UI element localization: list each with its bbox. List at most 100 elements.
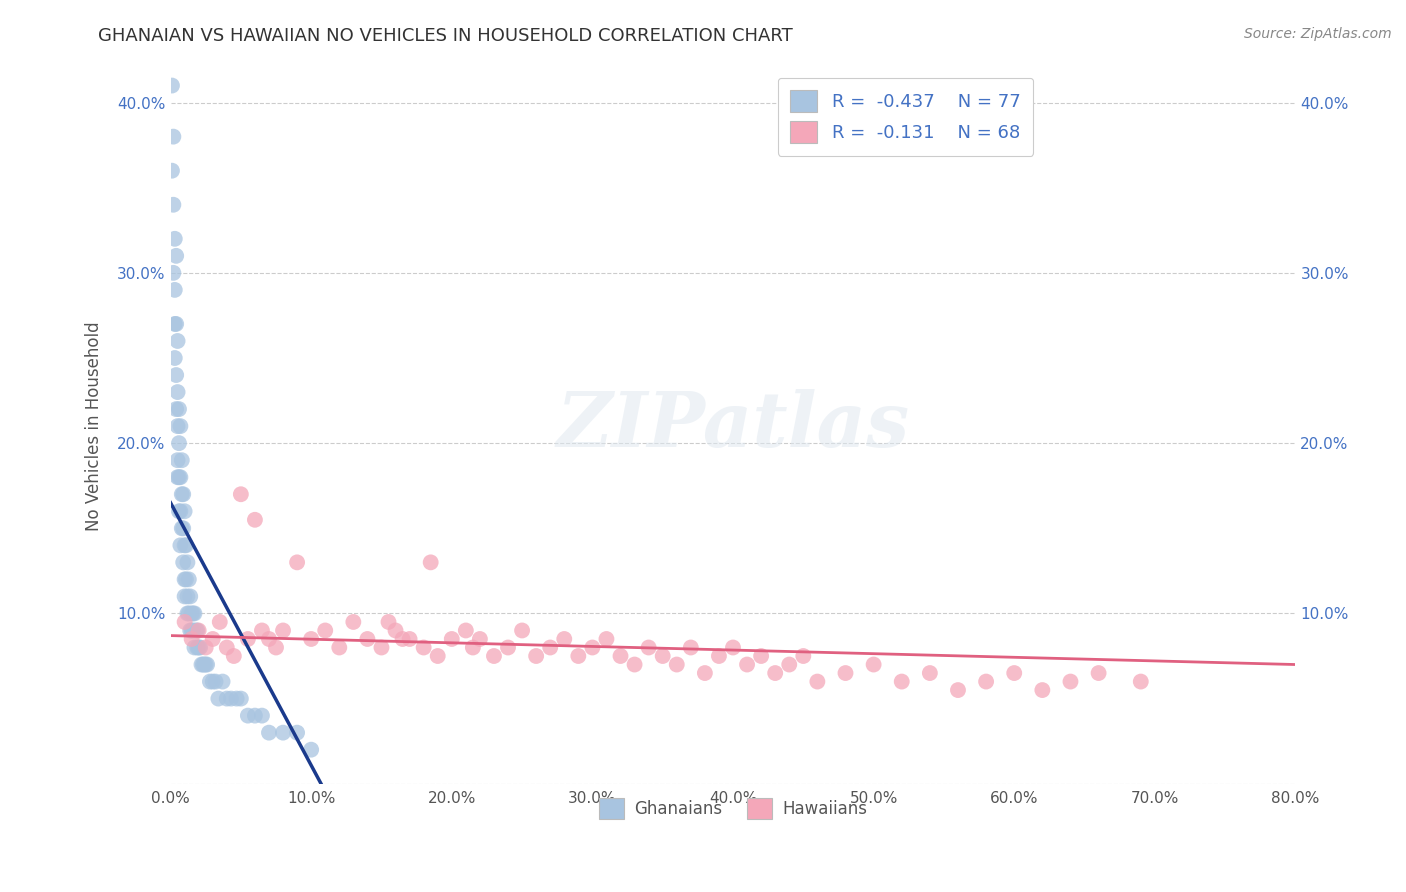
Point [454, 624, 477, 638]
Point [162, 266, 184, 280]
Point [243, 513, 266, 527]
Point [342, 615, 364, 629]
Point [211, 674, 233, 689]
Point [173, 538, 195, 552]
Point [257, 725, 280, 739]
Point [181, 607, 204, 621]
Point [173, 590, 195, 604]
Point [162, 198, 184, 212]
Point [195, 657, 218, 672]
Point [215, 640, 238, 655]
Point [165, 317, 187, 331]
Point [1059, 674, 1081, 689]
Point [285, 725, 308, 739]
Point [264, 640, 287, 655]
Point [468, 632, 491, 646]
Point [194, 640, 217, 655]
Point [749, 648, 772, 663]
Point [163, 232, 186, 246]
Point [314, 624, 336, 638]
Point [946, 683, 969, 698]
Point [187, 640, 209, 655]
Point [225, 691, 247, 706]
Point [166, 334, 188, 348]
Point [328, 640, 350, 655]
Point [166, 419, 188, 434]
Point [173, 504, 195, 518]
Point [177, 607, 200, 621]
Point [538, 640, 561, 655]
Point [679, 640, 702, 655]
Point [285, 555, 308, 569]
Point [370, 640, 392, 655]
Point [198, 674, 221, 689]
Point [219, 691, 242, 706]
Point [186, 624, 208, 638]
Point [299, 632, 322, 646]
Point [665, 657, 688, 672]
Point [179, 590, 201, 604]
Point [176, 590, 198, 604]
Point [183, 640, 205, 655]
Point [510, 624, 533, 638]
Point [201, 674, 224, 689]
Point [236, 708, 259, 723]
Point [250, 624, 273, 638]
Point [693, 666, 716, 681]
Point [524, 648, 547, 663]
Point [208, 615, 231, 629]
Point [918, 666, 941, 681]
Point [187, 624, 209, 638]
Point [721, 640, 744, 655]
Point [204, 674, 226, 689]
Point [567, 648, 589, 663]
Point [176, 607, 198, 621]
Text: ZIPatlas: ZIPatlas [557, 389, 910, 463]
Point [1087, 666, 1109, 681]
Point [186, 640, 208, 655]
Point [623, 657, 645, 672]
Point [834, 666, 856, 681]
Point [172, 521, 194, 535]
Point [890, 674, 912, 689]
Point [974, 674, 997, 689]
Point [1129, 674, 1152, 689]
Point [167, 504, 190, 518]
Point [553, 632, 575, 646]
Point [160, 163, 183, 178]
Point [806, 674, 828, 689]
Point [169, 419, 191, 434]
Point [496, 640, 519, 655]
Point [173, 573, 195, 587]
Point [167, 402, 190, 417]
Point [166, 385, 188, 400]
Point [581, 640, 603, 655]
Point [172, 487, 194, 501]
Point [160, 78, 183, 93]
Point [862, 657, 884, 672]
Point [201, 632, 224, 646]
Point [356, 632, 378, 646]
Point [165, 402, 187, 417]
Point [391, 632, 413, 646]
Point [167, 436, 190, 450]
Point [735, 657, 758, 672]
Text: Source: ZipAtlas.com: Source: ZipAtlas.com [1244, 27, 1392, 41]
Point [250, 708, 273, 723]
Point [190, 657, 212, 672]
Point [207, 691, 229, 706]
Point [229, 691, 252, 706]
Point [193, 657, 215, 672]
Point [1002, 666, 1025, 681]
Point [1031, 683, 1053, 698]
Point [183, 607, 205, 621]
Point [229, 487, 252, 501]
Point [637, 640, 659, 655]
Point [651, 648, 673, 663]
Point [257, 632, 280, 646]
Point [169, 538, 191, 552]
Point [165, 249, 187, 263]
Point [194, 657, 217, 672]
Point [166, 453, 188, 467]
Point [180, 624, 202, 638]
